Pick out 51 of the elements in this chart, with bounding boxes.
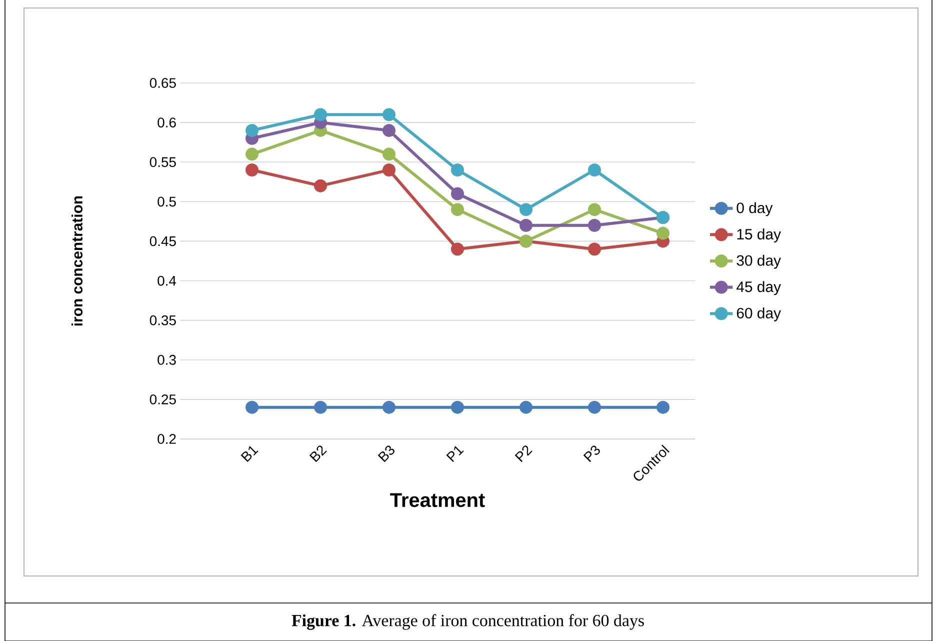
y-tick-label: 0.35: [150, 315, 176, 326]
point: [451, 164, 464, 177]
point: [382, 164, 396, 177]
point: [314, 400, 328, 414]
point: [246, 164, 259, 177]
x-tick-label: P1: [446, 446, 464, 462]
legend-label: 0 day: [736, 202, 773, 216]
y-tick-label: 0.6: [158, 118, 176, 128]
x-tick-label: B3: [378, 446, 394, 462]
point: [451, 400, 464, 414]
y-tick-label: 0.25: [150, 394, 176, 404]
point: [382, 124, 396, 137]
point: [314, 108, 328, 122]
legend-label: 30 day: [736, 254, 781, 269]
point: [588, 203, 602, 216]
y-tick-label: 0.5: [158, 196, 176, 207]
point: [314, 179, 328, 192]
point: [520, 400, 533, 414]
point: [246, 124, 259, 137]
y-tick-label: 0.4: [158, 276, 176, 286]
point: [451, 242, 464, 256]
point: [246, 400, 259, 414]
y-tick-label: 0.55: [150, 157, 176, 168]
y-tick-label: 0.65: [150, 78, 176, 88]
legend-label: 60 day: [736, 307, 781, 322]
x-tick-label: P3: [583, 446, 600, 462]
point: [246, 148, 259, 161]
legend-label: 15 day: [737, 228, 781, 242]
x-tick-label: B2: [309, 446, 327, 462]
point: [588, 400, 602, 414]
point: [520, 203, 533, 216]
point: [382, 400, 396, 414]
y-tick-label: 0.45: [150, 236, 176, 246]
point: [588, 164, 602, 177]
point: [382, 108, 396, 122]
x-tick-label: B1: [240, 446, 258, 462]
point: [451, 187, 464, 200]
y-tick-label: 0.3: [158, 354, 176, 365]
y-tick-label: 0.2: [158, 434, 176, 444]
point: [656, 400, 670, 414]
point: [520, 218, 533, 232]
x-axis-title: Treatment: [390, 493, 485, 508]
point: [451, 203, 464, 216]
text: Figure 1. Average of iron concentration for 60 days: [292, 614, 644, 630]
point: [588, 218, 602, 232]
legend-label: 45 day: [736, 281, 781, 296]
point: [656, 226, 670, 240]
y-axis-title: iron concentration: [72, 196, 82, 326]
point: [588, 242, 602, 256]
x-tick-label: P2: [514, 446, 532, 462]
point: [382, 148, 396, 161]
